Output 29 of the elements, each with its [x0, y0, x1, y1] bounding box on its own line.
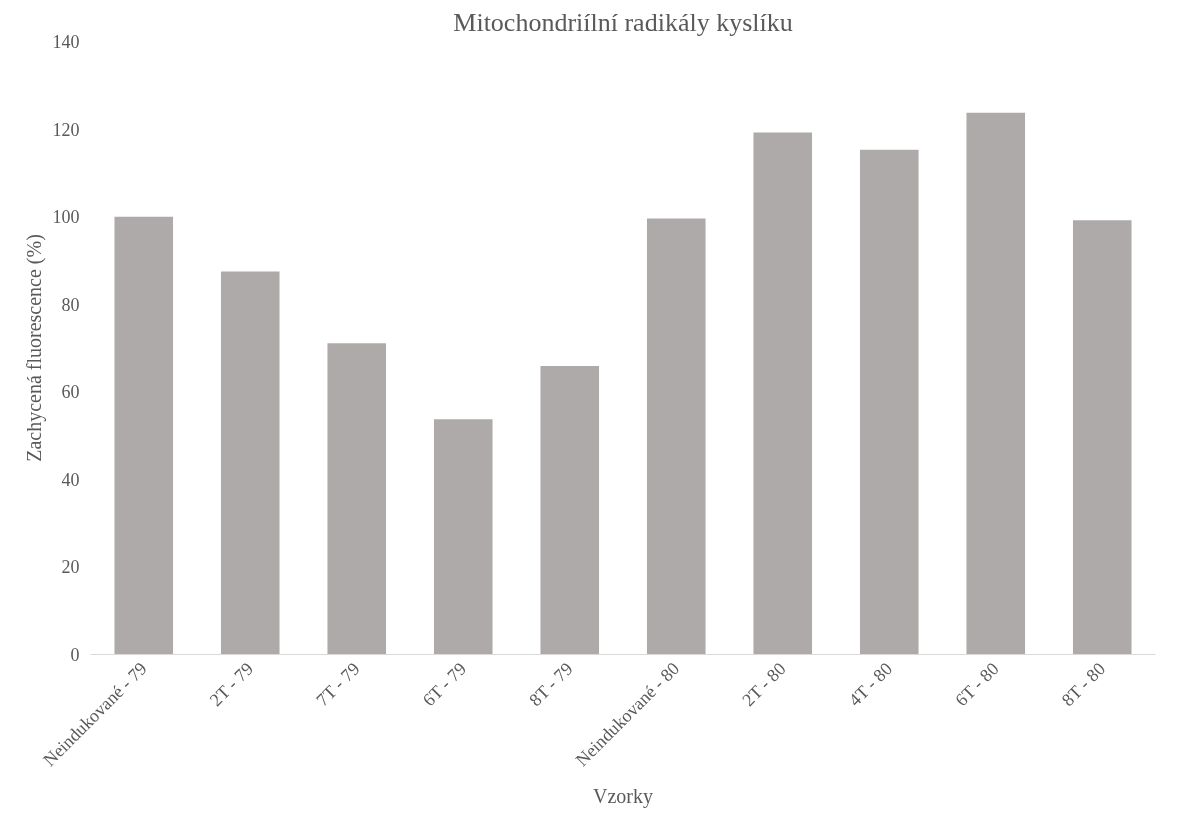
x-tick-label: 8T - 79 [525, 658, 577, 711]
x-axis-title: Vzorky [593, 785, 653, 809]
bar [966, 112, 1026, 655]
y-tick-label: 40 [61, 469, 80, 490]
x-tick-label: 8T - 80 [1057, 658, 1110, 711]
x-tick-label: 2T - 79 [205, 658, 258, 711]
bar [114, 216, 174, 655]
y-tick-label: 100 [52, 207, 80, 228]
y-axis-title: Zachycená fluorescence (%) [22, 234, 46, 462]
y-tick-label: 20 [61, 557, 80, 578]
bar [859, 149, 919, 655]
y-tick-label: 80 [61, 294, 80, 315]
y-tick-label: 120 [52, 119, 80, 140]
bar [646, 218, 706, 655]
bar [753, 132, 813, 655]
chart-title: Mitochondriílní radikály kyslíku [453, 7, 793, 37]
x-tick-label: 4T - 80 [844, 658, 897, 711]
y-tick-label: 0 [70, 645, 80, 665]
bar [540, 365, 600, 655]
bar [433, 419, 493, 655]
y-tick-label: 60 [61, 382, 80, 403]
y-tick-label: 140 [52, 32, 80, 52]
x-tick-label: 7T - 79 [312, 658, 364, 711]
x-tick-label: 6T - 80 [951, 658, 1003, 711]
bar [327, 343, 387, 655]
x-tick-label: 2T - 80 [738, 658, 790, 711]
bar [1072, 220, 1132, 655]
bar [220, 271, 280, 655]
x-tick-label: 6T - 79 [418, 658, 471, 711]
